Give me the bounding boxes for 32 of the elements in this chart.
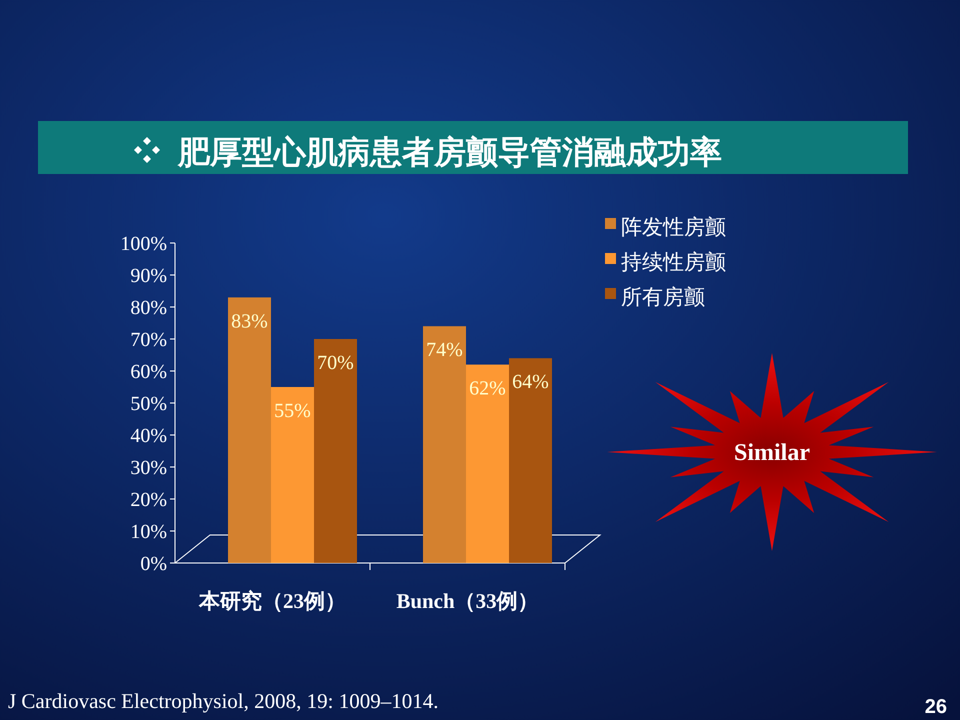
y-tick-label: 0% [140, 553, 167, 575]
y-tick-label: 10% [130, 521, 167, 543]
y-tick-label: 50% [130, 393, 167, 415]
bar [271, 387, 314, 563]
y-tick-label: 80% [130, 297, 167, 319]
y-tick-label: 90% [130, 265, 167, 287]
bar [466, 364, 509, 563]
data-label: 70% [317, 352, 354, 374]
legend-label: 所有房颤 [621, 286, 705, 309]
legend-label: 阵发性房颤 [621, 216, 726, 239]
title: 肥厚型心肌病患者房颤导管消融成功率 [178, 134, 722, 170]
data-label: 83% [231, 310, 268, 332]
y-tick-label: 70% [130, 329, 167, 351]
bar [423, 326, 466, 563]
text: 26 [924, 696, 947, 718]
x-tick-label: Bunch（33例） [396, 589, 539, 613]
y-tick-label: 100% [120, 233, 167, 255]
y-tick-label: 60% [130, 361, 167, 383]
text: J Cardiovasc Electrophysiol, 2008, 19: 1009–1014. [8, 689, 438, 713]
data-label: 62% [469, 378, 506, 400]
text: Similar [734, 440, 810, 466]
y-tick-label: 30% [130, 457, 167, 479]
data-label: 55% [274, 400, 311, 422]
y-tick-label: 40% [130, 425, 167, 447]
y-tick-label: 20% [130, 489, 167, 511]
bar [509, 358, 552, 563]
bar [314, 339, 357, 563]
x-tick-label: 本研究（23例） [198, 589, 346, 613]
legend-label: 持续性房颤 [621, 251, 726, 274]
bar [228, 297, 271, 563]
data-label: 64% [512, 371, 549, 394]
data-label: 74% [426, 339, 463, 362]
